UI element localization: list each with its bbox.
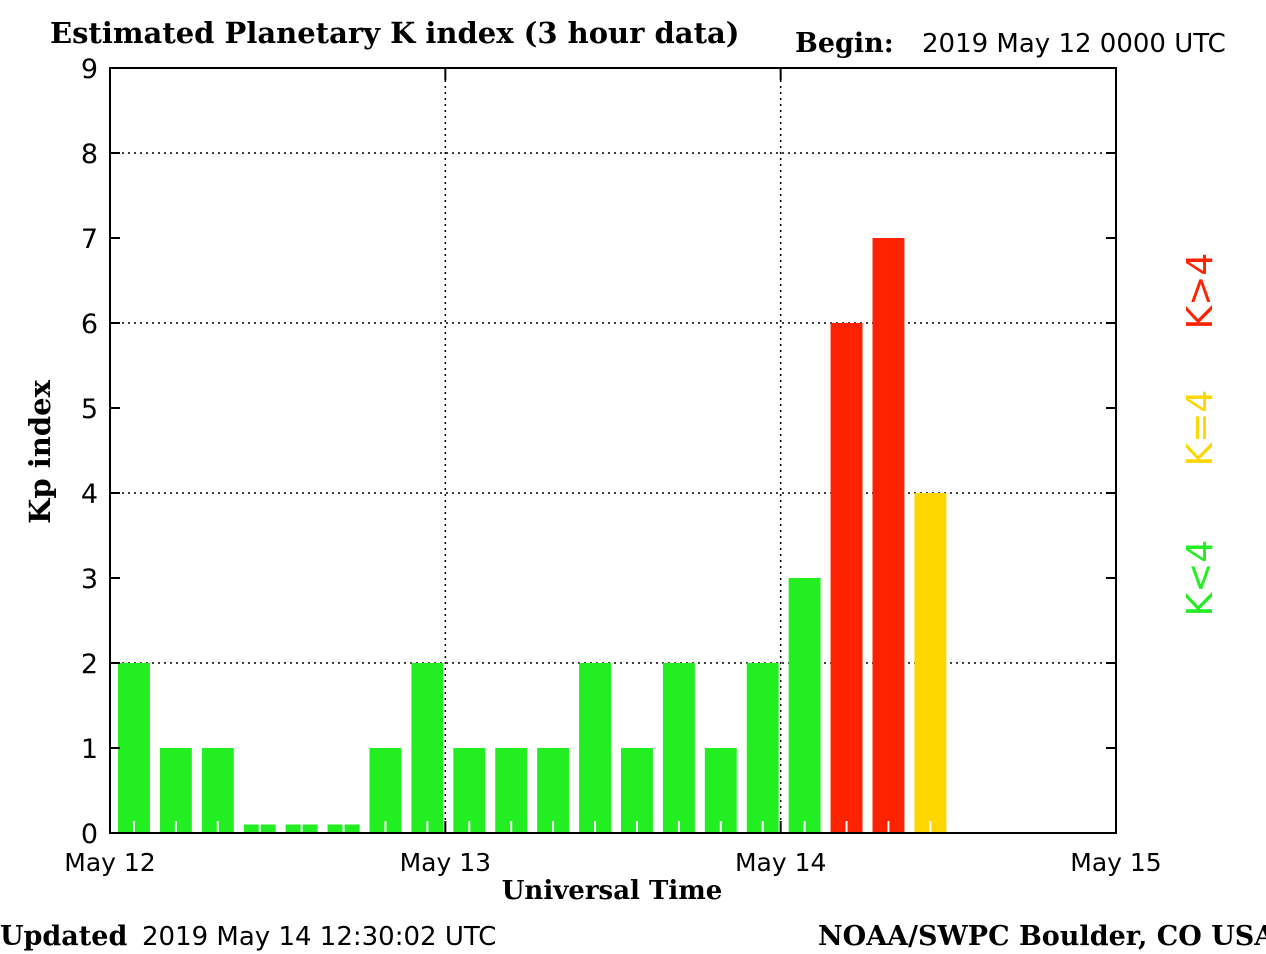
x-tick-label: May 14	[735, 848, 826, 877]
y-tick-label: 4	[81, 479, 98, 510]
y-tick-labels: 0 1 2 3 4 5 6 7 8 9	[81, 54, 98, 850]
kp-bar	[495, 748, 528, 833]
legend-item: K>4	[1180, 253, 1221, 330]
y-tick-label: 0	[81, 819, 98, 850]
kp-bar	[201, 748, 234, 833]
source-credit: NOAA/SWPC Boulder, CO USA	[818, 921, 1266, 952]
y-tick-label: 3	[81, 564, 98, 595]
y-tick-label: 9	[81, 54, 98, 85]
plot-border	[109, 67, 1117, 834]
kp-bar	[746, 663, 779, 833]
legend-item: K<4	[1180, 540, 1221, 617]
kp-bar	[453, 748, 486, 833]
updated-value: 2019 May 14 12:30:02 UTC	[142, 922, 496, 952]
y-tick-label: 5	[81, 394, 98, 425]
x-tick-label: May 13	[400, 848, 491, 877]
kp-bar	[830, 323, 863, 833]
y-tick-label: 1	[81, 734, 98, 765]
kp-bar	[159, 748, 192, 833]
kp-bar	[914, 493, 947, 833]
y-tick-label: 8	[81, 139, 98, 170]
kp-bar	[411, 663, 444, 833]
grid-lines	[110, 68, 1116, 833]
y-tick-label: 7	[81, 224, 98, 255]
kp-bar	[872, 238, 905, 833]
chart-title: Estimated Planetary K index (3 hour data…	[50, 16, 739, 50]
kp-bar	[621, 748, 653, 833]
x-tick-labels: May 12 May 13 May 14 May 15	[64, 848, 1161, 877]
updated-label: Updated	[0, 921, 127, 952]
legend: K<4 K=4 K>4	[1180, 253, 1221, 617]
begin-label: Begin:	[795, 28, 894, 59]
bars-group	[118, 238, 947, 833]
kp-bar	[537, 748, 570, 833]
x-tick-label: May 15	[1070, 848, 1161, 877]
kp-bar	[662, 663, 695, 833]
kp-bar	[788, 578, 821, 833]
kp-bar	[579, 663, 611, 833]
x-tick-label: May 12	[64, 848, 155, 877]
plot-frame	[109, 67, 1117, 834]
kp-bar	[369, 748, 402, 833]
x-axis-label: Universal Time	[502, 876, 723, 906]
begin-value: 2019 May 12 0000 UTC	[922, 29, 1226, 59]
y-tick-label: 6	[81, 309, 98, 340]
y-axis-label: Kp index	[23, 379, 57, 523]
y-tick-label: 2	[81, 649, 98, 680]
legend-item: K=4	[1180, 390, 1221, 467]
kp-bar	[704, 748, 737, 833]
kp-bar	[118, 663, 150, 833]
